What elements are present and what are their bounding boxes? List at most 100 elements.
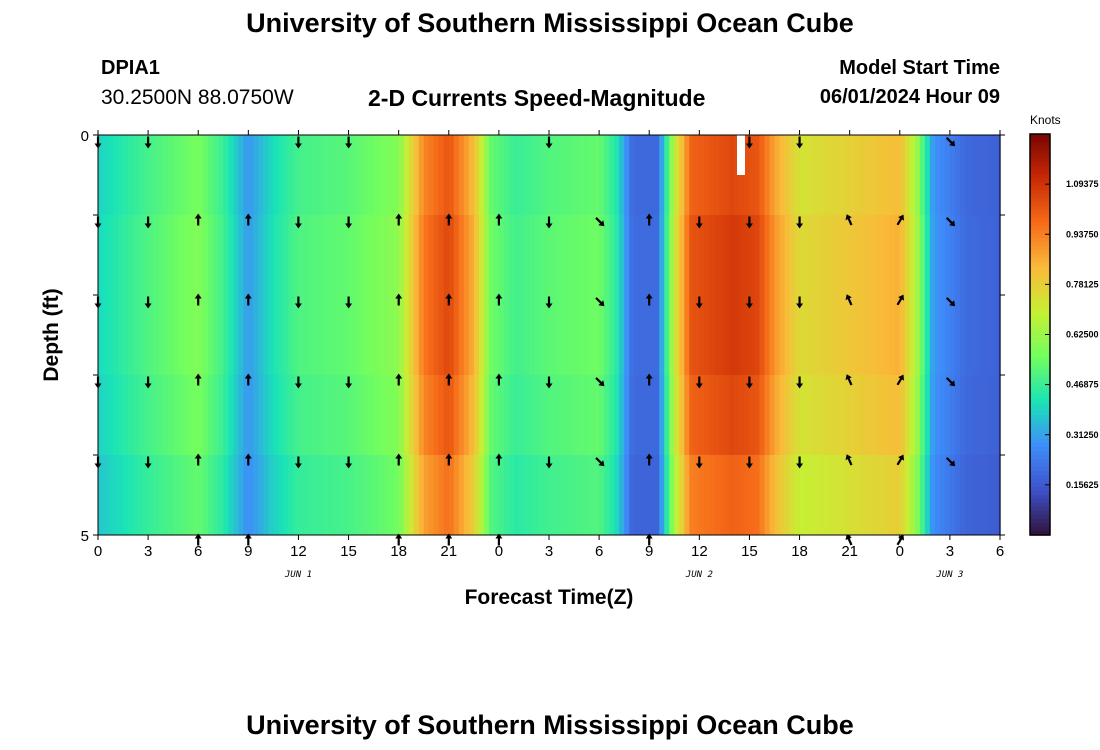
colorbar-segment [1030,342,1050,348]
heatmap-cell [784,375,791,456]
heatmap-cell [348,135,355,216]
heatmap-cell [368,455,375,536]
heatmap-cell [433,455,440,536]
heatmap-cell [283,135,290,216]
heatmap-cell [554,455,560,536]
colorbar-segment [1030,258,1050,263]
heatmap-cell [533,455,540,536]
colorbar-segment [1030,502,1050,508]
heatmap-cell [338,215,345,296]
heatmap-cell [448,135,455,216]
heatmap-cell [764,135,771,216]
heatmap-cell [208,455,214,536]
heatmap-cell [138,215,144,296]
heatmap-cell [574,215,580,296]
heatmap-cell [684,295,691,376]
heatmap-cell [228,375,234,456]
colorbar-segment [1030,338,1050,344]
heatmap-cell [634,295,640,376]
current-arrow-head [495,213,503,219]
heatmap-cell [994,295,1001,376]
heatmap-cell [248,135,255,216]
heatmap-cell [814,215,821,296]
colorbar-segment [1030,202,1050,207]
heatmap-cell [749,375,756,456]
heatmap-cell [674,295,680,376]
heatmap-cell [849,135,856,216]
heatmap-cell [433,215,440,296]
heatmap-cell [378,135,385,216]
heatmap-cell [263,295,270,376]
heatmap-cell [223,215,229,296]
heatmap-cell [408,215,415,296]
heatmap-cell [889,295,896,376]
heatmap-cell [574,455,580,536]
heatmap-cell [288,295,295,376]
heatmap-cell [123,455,129,536]
heatmap-cell [543,135,550,216]
heatmap-cell [528,295,535,376]
heatmap-cell [679,295,685,376]
current-arrow-head [194,453,202,459]
current-arrow-head [645,453,653,459]
heatmap-cell [493,455,500,536]
heatmap-cell [418,295,425,376]
heatmap-cell [188,455,194,536]
colorbar-segment [1030,486,1050,492]
heatmap-cell [684,215,691,296]
heatmap-cell [113,295,119,376]
heatmap-cell [959,455,966,536]
heatmap-cell [483,455,490,536]
heatmap-cell [924,375,931,456]
heatmap-cell [243,455,250,536]
heatmap-cell [779,215,786,296]
heatmap-cell [408,455,415,536]
colorbar-segment [1030,242,1050,247]
colorbar-segment [1030,294,1050,300]
heatmap-cell [644,455,650,536]
colorbar-segment [1030,398,1050,404]
heatmap-cell [709,215,716,296]
missing-data-marker [737,135,745,175]
heatmap-cell [914,455,921,536]
heatmap-cell [554,215,560,296]
heatmap-cell [889,135,896,216]
heatmap-cell [263,135,270,216]
heatmap-cell [704,295,711,376]
colorbar-segment [1030,158,1050,163]
heatmap-cell [984,295,991,376]
heatmap-cell [348,215,355,296]
colorbar-segment [1030,250,1050,255]
heatmap-cell [203,135,209,216]
heatmap-cell [969,215,976,296]
colorbar-segment [1030,410,1050,416]
heatmap-cell [518,455,525,536]
chart-title: University of Southern Mississippi Ocean… [246,8,854,38]
heatmap-cell [358,375,365,456]
heatmap-cell [859,295,866,376]
heatmap-cell [684,455,691,536]
heatmap-cell [173,135,179,216]
heatmap-cell [278,455,285,536]
heatmap-cell [128,215,134,296]
heatmap-cell [659,455,665,536]
heatmap-cell [263,215,270,296]
heatmap-cell [909,375,916,456]
heatmap-cell [969,375,976,456]
colorbar-segment [1030,154,1050,159]
colorbar-segment [1030,178,1050,183]
heatmap-cell [579,295,585,376]
colorbar-segment [1030,194,1050,199]
heatmap-cell [173,215,179,296]
heatmap-cell [579,135,585,216]
heatmap-cell [213,375,219,456]
heatmap-cell [969,295,976,376]
heatmap-cell [764,375,771,456]
heatmap-cell [478,215,485,296]
heatmap-cell [428,375,435,456]
heatmap-cell [258,135,265,216]
heatmap-cell [679,215,685,296]
colorbar-segment [1030,466,1050,472]
heatmap-cell [829,455,836,536]
current-arrow-head [949,380,956,387]
